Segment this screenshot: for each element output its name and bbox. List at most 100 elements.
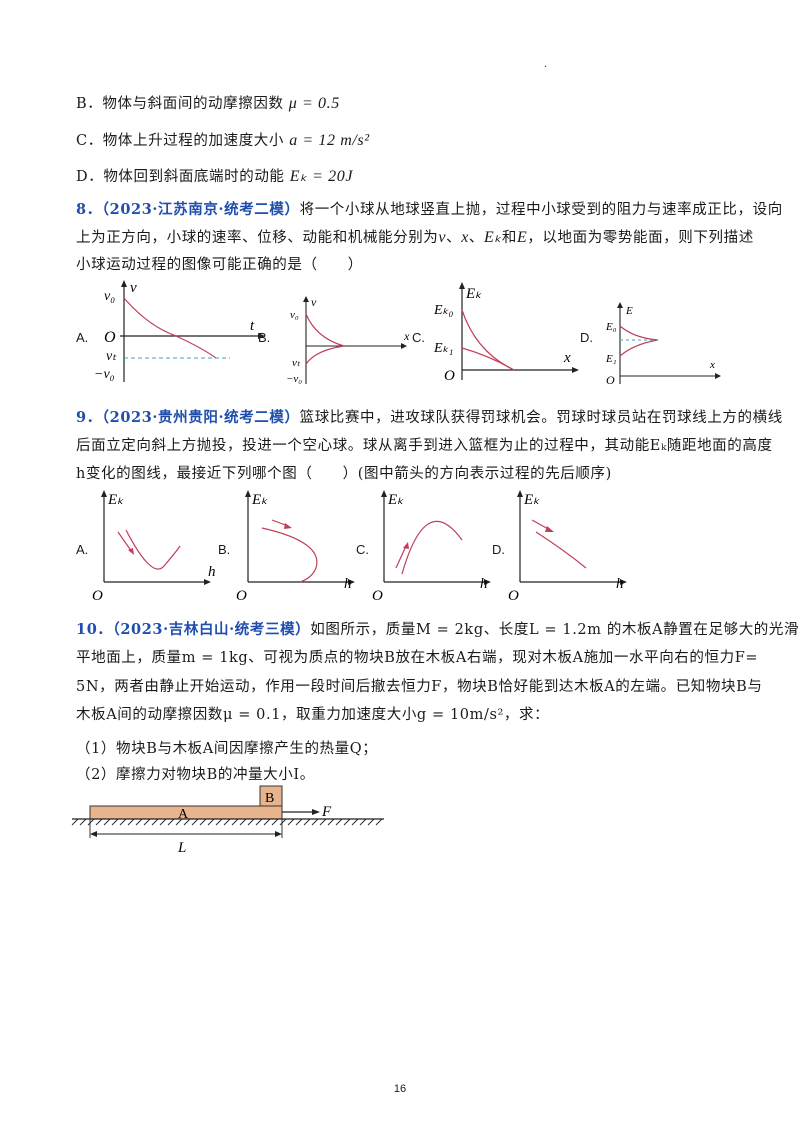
q8-graph-b-neg-v0: −v₀ <box>286 373 302 385</box>
q9-number: 9． <box>76 409 102 426</box>
q9-text2: 后面立定向斜上方抛投，投进一个空心球。球从离手到进入篮框为止的过程中，其动能Eₖ… <box>76 438 773 454</box>
q7-option-c-text: C．物体上升过程的加速度大小 <box>76 133 284 149</box>
q7-option-b-math: μ = 0.5 <box>288 95 340 112</box>
q7-option-b-text: B．物体与斜面间的动摩擦因数 <box>76 96 284 112</box>
q8-graph-d-origin: O <box>606 373 615 387</box>
q9-graph-c-origin: O <box>372 588 383 600</box>
q7-option-d: D．物体回到斜面底端时的动能 Eₖ = 20J <box>76 165 353 186</box>
q8-option-c-label: C. <box>412 330 425 345</box>
q8-graph-c-x-label: x <box>563 350 571 366</box>
q9-option-c-label: C. <box>356 542 369 557</box>
q8-option-d-label: D. <box>580 330 593 345</box>
q8-var-x: x <box>461 229 469 246</box>
q10-number: 10． <box>76 621 113 638</box>
q10-ground-hatch <box>71 818 383 826</box>
q10-line2: 平地面上，质量m = 1kg、可视为质点的物块B放在木板A右端，现对木板A施加一… <box>76 646 758 667</box>
q9-graph-a-x-label: h <box>208 564 216 580</box>
q7-option-b: B．物体与斜面间的动摩擦因数 μ = 0.5 <box>76 92 340 113</box>
q9-graph-a-origin: O <box>92 588 103 600</box>
q9-option-b-label: B. <box>218 542 231 557</box>
q8-graph-b-v0: v₀ <box>290 309 299 321</box>
q8-graph-c: Eₖ x O Eₖ₀ Eₖ₁ <box>433 282 579 384</box>
q9-option-d-label: D. <box>492 542 505 557</box>
q9-graph-b-x-label: h <box>344 576 352 592</box>
q7-option-d-math: Eₖ = 20J <box>289 168 354 185</box>
q9-graph-c: Eₖ h O <box>372 490 491 600</box>
q10-force-label: F <box>321 804 332 820</box>
q9-graph-d-y-label: Eₖ <box>523 492 540 508</box>
q9-graph-d-x-label: h <box>616 576 624 592</box>
q10-sub2: （2）摩擦力对物块B的冲量大小I。 <box>76 763 315 784</box>
q8-graph-a-y-label: v <box>130 280 137 296</box>
q9-source: （2023·贵州贵阳·统考二模） <box>101 409 300 426</box>
q8-line1: 8．（2023·江苏南京·统考二模）将一个小球从地球竖直上抛，过程中小球受到的阻… <box>76 198 783 219</box>
q10-source: （2023·吉林白山·统考三模） <box>112 621 311 638</box>
q8-source: （2023·江苏南京·统考二模） <box>101 201 300 218</box>
q10-figure: B A F L <box>71 785 384 856</box>
q9-graph-c-x-label: h <box>480 576 488 592</box>
q8-graph-d-x-label: x <box>709 359 715 371</box>
q8-and: 和 <box>501 230 517 246</box>
q10-sub1: （1）物块B与木板A间因摩擦产生的热量Q； <box>76 737 377 758</box>
q9-option-a-label: A. <box>76 542 89 557</box>
q7-option-c: C．物体上升过程的加速度大小 a = 12 m/s² <box>76 129 370 150</box>
top-mark: · <box>544 62 548 73</box>
q8-text2a: 上为正方向，小球的速率、位移、动能和机械能分别为 <box>76 230 439 246</box>
q9-line3: h变化的图线，最接近下列哪个图（ ）(图中箭头的方向表示过程的先后顺序) <box>76 462 612 483</box>
q10-length-label: L <box>177 840 186 856</box>
q8-text2b: ，以地面为零势能面，则下列描述 <box>527 230 754 246</box>
q8-option-a-label: A. <box>76 330 89 345</box>
q8-var-e: E <box>516 229 528 246</box>
q8-var-v: v <box>438 229 447 246</box>
q10-text4: 木板A间的动摩擦因数μ = 0.1，取重力加速度大小g = 10m/s²，求： <box>76 707 550 723</box>
q9-text3: h变化的图线，最接近下列哪个图（ ）(图中箭头的方向表示过程的先后顺序) <box>76 466 612 482</box>
q9-graph-c-y-label: Eₖ <box>387 492 404 508</box>
q7-option-d-text: D．物体回到斜面底端时的动能 <box>76 169 285 185</box>
q8-text3: 小球运动过程的图像可能正确的是（ ） <box>76 257 363 273</box>
q8-graph-b-vt: vₜ <box>292 357 301 369</box>
q9-line1: 9．（2023·贵州贵阳·统考二模）篮球比赛中，进攻球队获得罚球机会。罚球时球员… <box>76 406 783 427</box>
q8-line3: 小球运动过程的图像可能正确的是（ ） <box>76 253 363 274</box>
q8-graph-b-x-label: x <box>403 329 410 343</box>
page-number: 16 <box>393 1083 407 1095</box>
q9-graph-d-origin: O <box>508 588 519 600</box>
q8-graph-c-ek1: Eₖ₁ <box>433 341 453 356</box>
q10-board-a-label: A <box>178 807 189 822</box>
q10-sub1-text: （1）物块B与木板A间因摩擦产生的热量Q； <box>76 741 378 757</box>
q8-graph-d: E x O E₀ E₁ <box>605 302 721 387</box>
q8-var-ek: Eₖ <box>484 229 502 246</box>
q9-graph-d: Eₖ h O <box>508 490 627 600</box>
q8-sep1: 、 <box>446 230 462 246</box>
q9-graph-b: Eₖ h O <box>236 490 355 600</box>
q8-number: 8． <box>76 201 102 218</box>
q9-graph-b-origin: O <box>236 588 247 600</box>
q8-graph-a: v t O v₀ vₜ −v₀ <box>94 280 265 382</box>
q8-graph-a-v0: v₀ <box>104 289 115 304</box>
q8-graph-a-origin: O <box>104 329 116 346</box>
q8-graph-a-vt: vₜ <box>106 349 117 364</box>
q8-graph-d-e0: E₀ <box>605 321 617 333</box>
q10-text1: 如图所示，质量M = 2kg、长度L = 1.2m 的木板A静置在足够大的光滑水 <box>310 622 800 638</box>
q10-line4: 木板A间的动摩擦因数μ = 0.1，取重力加速度大小g = 10m/s²，求： <box>76 703 549 724</box>
q8-graph-d-y-label: E <box>625 305 633 317</box>
q8-graph-a-x-label: t <box>250 318 255 334</box>
q10-text3: 5N，两者由静止开始运动，作用一段时间后撤去恒力F，物块B恰好能到达木板A的左端… <box>76 679 763 695</box>
q8-graph-c-ek0: Eₖ₀ <box>433 303 454 318</box>
q10-line1: 10．（2023·吉林白山·统考三模）如图所示，质量M = 2kg、长度L = … <box>76 618 800 639</box>
q10-text2: 平地面上，质量m = 1kg、可视为质点的物块B放在木板A右端，现对木板A施加一… <box>76 650 759 666</box>
q10-line3: 5N，两者由静止开始运动，作用一段时间后撤去恒力F，物块B恰好能到达木板A的左端… <box>76 675 762 696</box>
q8-text1: 将一个小球从地球竖直上抛，过程中小球受到的阻力与速率成正比，设向 <box>299 202 783 218</box>
q8-graph-c-y-label: Eₖ <box>465 286 482 302</box>
q8-sep2: 、 <box>468 230 485 246</box>
q9-text1: 篮球比赛中，进攻球队获得罚球机会。罚球时球员站在罚球线上方的横线 <box>299 410 783 426</box>
q10-block-b-label: B <box>265 791 274 806</box>
q8-graph-b: v x v₀ vₜ −v₀ <box>286 295 410 385</box>
q10-sub2-text: （2）摩擦力对物块B的冲量大小I。 <box>76 767 315 783</box>
q9-line2: 后面立定向斜上方抛投，投进一个空心球。球从离手到进入篮框为止的过程中，其动能Eₖ… <box>76 434 773 455</box>
q8-graph-d-e1: E₁ <box>605 353 617 365</box>
q8-line2: 上为正方向，小球的速率、位移、动能和机械能分别为v、x、Eₖ和E，以地面为零势能… <box>76 226 754 247</box>
q7-option-c-math: a = 12 m/s² <box>289 132 370 149</box>
q8-option-b-label: B. <box>258 330 271 345</box>
q9-graph-b-y-label: Eₖ <box>251 492 268 508</box>
q9-graph-a-y-label: Eₖ <box>107 492 124 508</box>
